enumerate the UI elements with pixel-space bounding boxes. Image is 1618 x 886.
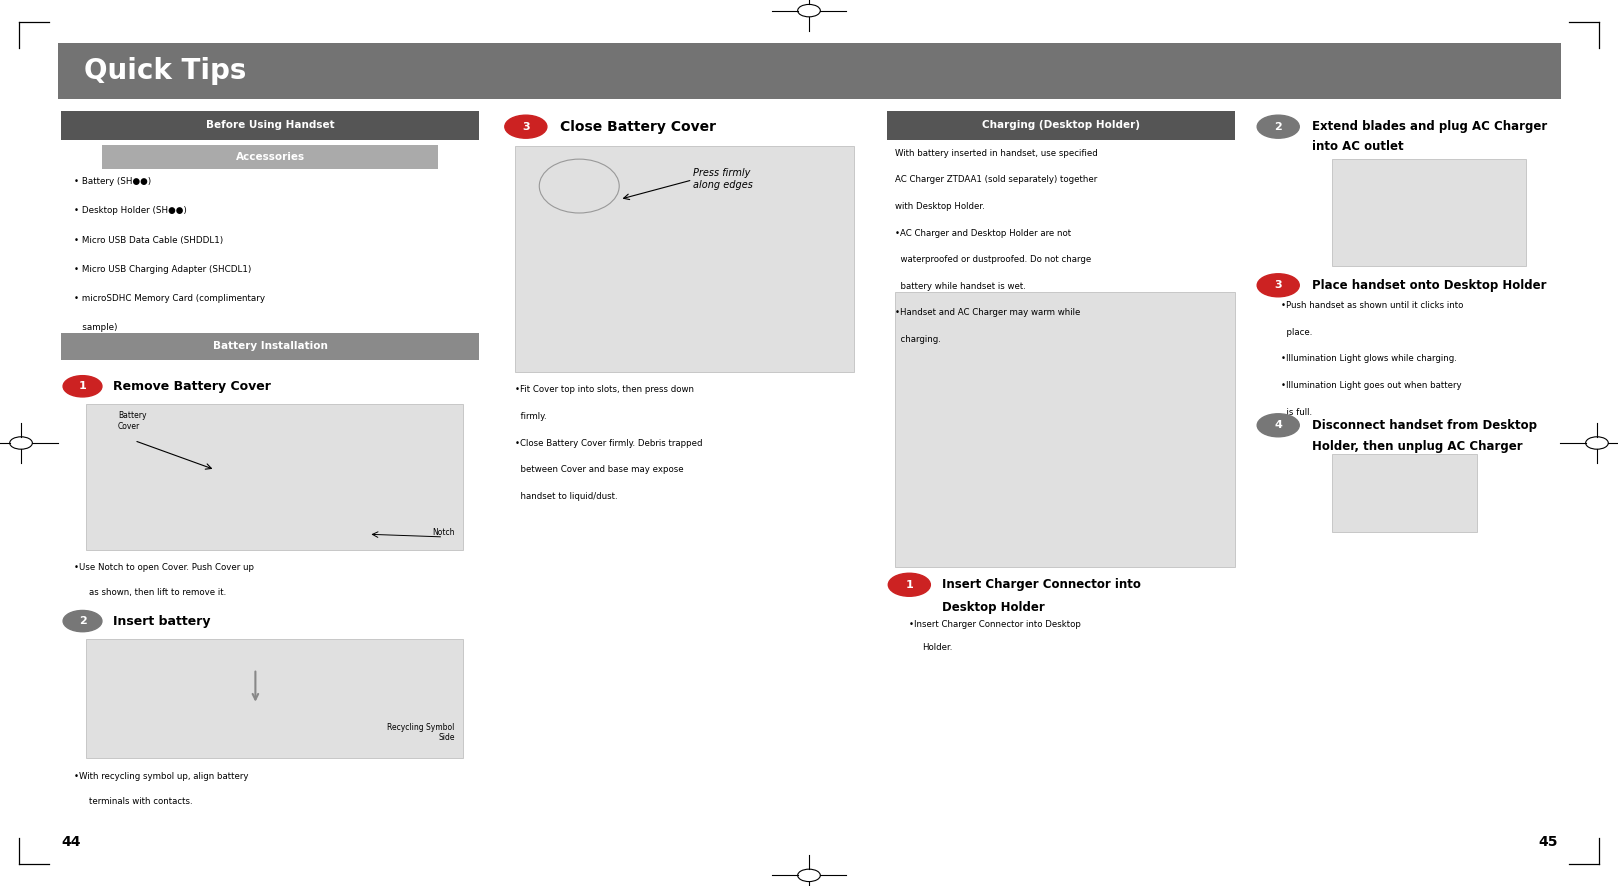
Circle shape bbox=[63, 376, 102, 397]
Circle shape bbox=[1257, 414, 1299, 437]
Text: •Illumination Light goes out when battery: •Illumination Light goes out when batter… bbox=[1281, 381, 1463, 390]
FancyBboxPatch shape bbox=[102, 145, 438, 169]
Text: •Handset and AC Charger may warm while: •Handset and AC Charger may warm while bbox=[895, 308, 1081, 317]
Text: •With recycling symbol up, align battery: •With recycling symbol up, align battery bbox=[74, 772, 249, 781]
Text: Close Battery Cover: Close Battery Cover bbox=[560, 120, 715, 134]
FancyBboxPatch shape bbox=[895, 292, 1235, 567]
Text: •Fit Cover top into slots, then press down: •Fit Cover top into slots, then press do… bbox=[515, 385, 694, 394]
Text: •Push handset as shown until it clicks into: •Push handset as shown until it clicks i… bbox=[1281, 301, 1464, 310]
Text: 45: 45 bbox=[1539, 835, 1558, 849]
Text: 44: 44 bbox=[61, 835, 81, 849]
Text: place.: place. bbox=[1281, 328, 1312, 337]
Text: Press firmly
along edges: Press firmly along edges bbox=[693, 168, 752, 190]
Circle shape bbox=[505, 115, 547, 138]
Text: 3: 3 bbox=[523, 121, 529, 132]
FancyBboxPatch shape bbox=[86, 639, 463, 758]
Circle shape bbox=[1257, 274, 1299, 297]
Text: AC Charger ZTDAA1 (sold separately) together: AC Charger ZTDAA1 (sold separately) toge… bbox=[895, 175, 1097, 184]
FancyBboxPatch shape bbox=[58, 43, 1561, 99]
Text: sample): sample) bbox=[74, 323, 118, 332]
Text: is full.: is full. bbox=[1281, 408, 1312, 416]
Circle shape bbox=[888, 573, 930, 596]
Text: Insert battery: Insert battery bbox=[113, 615, 210, 627]
Text: Before Using Handset: Before Using Handset bbox=[205, 120, 335, 130]
Text: Quick Tips: Quick Tips bbox=[84, 58, 246, 85]
FancyBboxPatch shape bbox=[61, 333, 479, 360]
Text: 4: 4 bbox=[1275, 420, 1281, 431]
Text: Charging (Desktop Holder): Charging (Desktop Holder) bbox=[982, 120, 1139, 130]
Text: •Insert Charger Connector into Desktop: •Insert Charger Connector into Desktop bbox=[909, 620, 1081, 629]
Text: Desktop Holder: Desktop Holder bbox=[942, 601, 1045, 614]
Text: •AC Charger and Desktop Holder are not: •AC Charger and Desktop Holder are not bbox=[895, 229, 1071, 237]
Text: 1: 1 bbox=[906, 579, 913, 590]
FancyBboxPatch shape bbox=[86, 404, 463, 550]
Text: Recycling Symbol
Side: Recycling Symbol Side bbox=[387, 723, 455, 742]
Text: •Close Battery Cover firmly. Debris trapped: •Close Battery Cover firmly. Debris trap… bbox=[515, 439, 702, 447]
FancyBboxPatch shape bbox=[1332, 159, 1526, 266]
Text: • Battery (SH●●): • Battery (SH●●) bbox=[74, 177, 152, 186]
Circle shape bbox=[1257, 115, 1299, 138]
Text: Holder, then unplug AC Charger: Holder, then unplug AC Charger bbox=[1312, 440, 1523, 454]
Text: Battery
Cover: Battery Cover bbox=[118, 411, 147, 431]
Text: Insert Charger Connector into: Insert Charger Connector into bbox=[942, 578, 1141, 591]
Text: Battery Installation: Battery Installation bbox=[214, 341, 327, 352]
FancyBboxPatch shape bbox=[887, 111, 1235, 140]
Text: 2: 2 bbox=[79, 616, 86, 626]
Text: battery while handset is wet.: battery while handset is wet. bbox=[895, 282, 1026, 291]
Text: Holder.: Holder. bbox=[922, 643, 953, 652]
Text: • Micro USB Data Cable (SHDDL1): • Micro USB Data Cable (SHDDL1) bbox=[74, 236, 223, 245]
Text: Place handset onto Desktop Holder: Place handset onto Desktop Holder bbox=[1312, 279, 1547, 291]
Text: •Use Notch to open Cover. Push Cover up: •Use Notch to open Cover. Push Cover up bbox=[74, 563, 254, 572]
Text: between Cover and base may expose: between Cover and base may expose bbox=[515, 465, 683, 474]
Text: 3: 3 bbox=[1275, 280, 1281, 291]
Text: 1: 1 bbox=[79, 381, 86, 392]
Text: Notch: Notch bbox=[432, 528, 455, 537]
Text: • microSDHC Memory Card (complimentary: • microSDHC Memory Card (complimentary bbox=[74, 294, 265, 303]
Text: Disconnect handset from Desktop: Disconnect handset from Desktop bbox=[1312, 419, 1537, 432]
Text: • Desktop Holder (SH●●): • Desktop Holder (SH●●) bbox=[74, 206, 188, 215]
Text: Remove Battery Cover: Remove Battery Cover bbox=[113, 380, 272, 392]
Text: handset to liquid/dust.: handset to liquid/dust. bbox=[515, 492, 616, 501]
Text: into AC outlet: into AC outlet bbox=[1312, 140, 1404, 153]
Text: With battery inserted in handset, use specified: With battery inserted in handset, use sp… bbox=[895, 149, 1097, 158]
Text: waterproofed or dustproofed. Do not charge: waterproofed or dustproofed. Do not char… bbox=[895, 255, 1091, 264]
FancyBboxPatch shape bbox=[1332, 454, 1477, 532]
Text: charging.: charging. bbox=[895, 335, 940, 344]
Text: 2: 2 bbox=[1275, 121, 1281, 132]
Text: • Micro USB Charging Adapter (SHCDL1): • Micro USB Charging Adapter (SHCDL1) bbox=[74, 265, 252, 274]
Text: terminals with contacts.: terminals with contacts. bbox=[89, 797, 193, 805]
Text: as shown, then lift to remove it.: as shown, then lift to remove it. bbox=[89, 588, 227, 597]
FancyBboxPatch shape bbox=[61, 111, 479, 140]
Text: firmly.: firmly. bbox=[515, 412, 547, 421]
Text: •Illumination Light glows while charging.: •Illumination Light glows while charging… bbox=[1281, 354, 1458, 363]
Text: Accessories: Accessories bbox=[236, 152, 304, 162]
Text: Extend blades and plug AC Charger: Extend blades and plug AC Charger bbox=[1312, 120, 1547, 134]
Ellipse shape bbox=[539, 159, 620, 213]
Text: with Desktop Holder.: with Desktop Holder. bbox=[895, 202, 984, 211]
FancyBboxPatch shape bbox=[515, 146, 854, 372]
Circle shape bbox=[63, 610, 102, 632]
